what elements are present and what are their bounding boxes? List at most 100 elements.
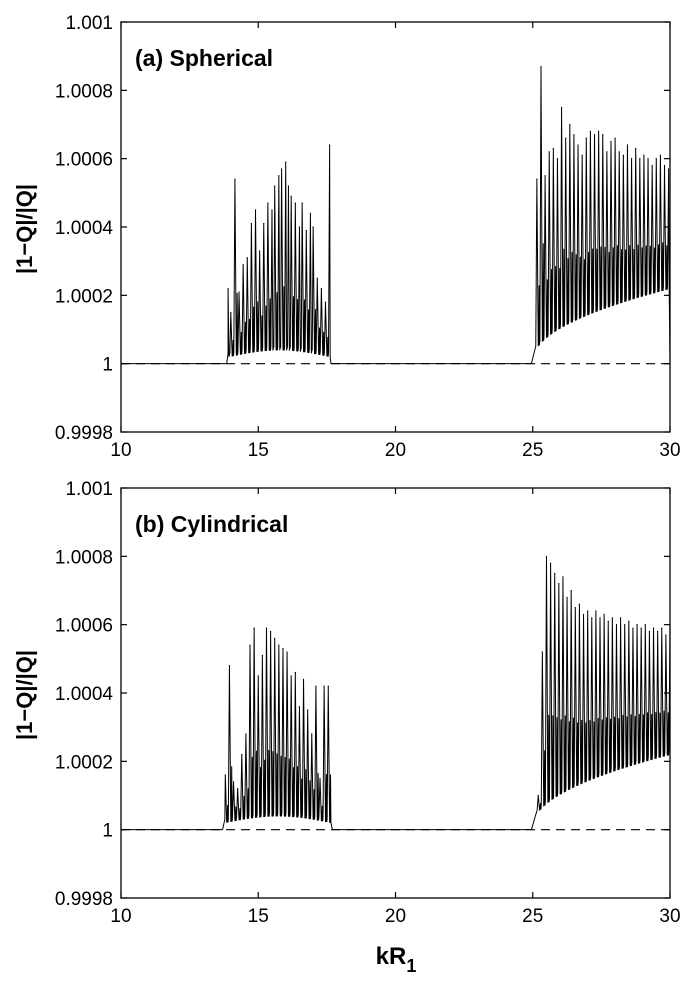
data-point bbox=[541, 651, 543, 653]
data-point bbox=[282, 647, 284, 650]
data-point bbox=[562, 576, 564, 578]
data-point bbox=[307, 709, 309, 711]
data-point bbox=[598, 130, 600, 132]
data-point bbox=[591, 617, 593, 619]
x-axis-label-main: kR bbox=[376, 943, 407, 970]
data-point bbox=[566, 596, 568, 598]
data-point bbox=[311, 733, 313, 735]
data-point bbox=[639, 158, 641, 160]
data-point bbox=[271, 209, 273, 211]
x-axis-label-subscript: 1 bbox=[406, 956, 416, 976]
data-point bbox=[298, 706, 301, 708]
data-point bbox=[585, 137, 587, 139]
data-point bbox=[606, 151, 608, 153]
data-point bbox=[312, 226, 314, 228]
data-point bbox=[589, 130, 591, 132]
data-point bbox=[245, 733, 247, 735]
data-point bbox=[278, 644, 280, 646]
y-tick-label: 1.001 bbox=[65, 13, 113, 34]
data-point bbox=[648, 630, 651, 633]
data-point bbox=[280, 168, 283, 170]
y-tick-label: 1.0006 bbox=[55, 150, 113, 171]
y-tick-label: 0.9998 bbox=[55, 889, 113, 910]
data-point bbox=[298, 226, 301, 228]
data-point bbox=[224, 774, 226, 776]
data-point bbox=[626, 144, 629, 146]
x-tick-label: 20 bbox=[385, 440, 406, 461]
data-point bbox=[234, 178, 236, 180]
y-tick-label: 1 bbox=[102, 821, 113, 842]
data-point bbox=[619, 617, 622, 619]
data-point bbox=[294, 202, 296, 204]
data-point bbox=[323, 685, 325, 687]
data-point bbox=[227, 287, 229, 290]
data-point bbox=[287, 185, 290, 187]
x-tick-label: 15 bbox=[248, 440, 269, 461]
y-tick-label: 1.0006 bbox=[55, 616, 113, 637]
y-tick-label: 1.0008 bbox=[55, 547, 113, 568]
data-point bbox=[320, 287, 322, 290]
data-point bbox=[635, 147, 637, 150]
data-point bbox=[316, 277, 318, 279]
data-point bbox=[602, 134, 604, 136]
panel-cylindrical: (b) Cylindrical |1−Q|/|Q| 10 15 20 25 30 0.99… bbox=[12, 479, 681, 927]
data-point bbox=[324, 301, 327, 303]
y-tick-label: 1.0004 bbox=[55, 218, 114, 239]
data-point bbox=[618, 151, 620, 153]
data-point bbox=[238, 291, 240, 293]
data-point bbox=[614, 137, 616, 139]
data-point bbox=[622, 154, 624, 156]
data-point bbox=[254, 209, 257, 211]
x-tick-label: 15 bbox=[248, 906, 269, 927]
data-series-line bbox=[121, 555, 671, 831]
data-point bbox=[319, 777, 321, 780]
panel-title-cylindrical: (b) Cylindrical bbox=[135, 511, 288, 537]
data-point bbox=[581, 154, 583, 156]
data-point bbox=[640, 627, 642, 629]
y-tick-label: 0.9998 bbox=[55, 423, 113, 444]
data-point bbox=[593, 134, 596, 136]
data-point bbox=[611, 617, 613, 619]
data-point bbox=[558, 583, 560, 585]
data-point bbox=[327, 685, 329, 687]
data-point bbox=[668, 168, 670, 170]
data-point bbox=[603, 613, 605, 616]
y-tick-label: 1.0008 bbox=[55, 81, 113, 102]
data-point bbox=[599, 617, 601, 619]
data-point bbox=[624, 624, 626, 626]
data-point bbox=[632, 627, 634, 629]
data-point bbox=[569, 123, 571, 126]
data-point bbox=[267, 202, 269, 204]
data-point bbox=[595, 610, 597, 612]
data-point bbox=[305, 229, 307, 232]
data-point bbox=[265, 627, 268, 629]
y-axis-label-spherical: |1−Q|/|Q| bbox=[12, 184, 37, 274]
data-point bbox=[659, 154, 661, 156]
data-point bbox=[232, 781, 235, 783]
data-point bbox=[309, 212, 312, 214]
x-tick-label: 30 bbox=[659, 906, 680, 927]
x-tick-label: 10 bbox=[110, 440, 131, 461]
x-tick-label: 25 bbox=[522, 440, 543, 461]
data-point bbox=[536, 178, 538, 180]
data-point bbox=[261, 654, 263, 657]
data-point bbox=[257, 675, 259, 677]
data-point bbox=[630, 158, 633, 160]
data-point bbox=[286, 651, 288, 653]
x-tick-label: 20 bbox=[385, 906, 406, 927]
data-point bbox=[263, 222, 265, 225]
panel-spherical: (a) Spherical |1−Q|/|Q| 10 15 20 25 30 0.9998… bbox=[12, 13, 681, 461]
data-point bbox=[663, 164, 666, 167]
data-point bbox=[651, 164, 653, 167]
data-point bbox=[250, 222, 252, 225]
plot-frame bbox=[120, 21, 671, 433]
data-point bbox=[259, 250, 261, 252]
plot-frame bbox=[120, 487, 671, 899]
data-point bbox=[615, 624, 618, 626]
data-point bbox=[230, 311, 232, 314]
data-point bbox=[570, 589, 572, 592]
data-point bbox=[657, 630, 659, 633]
data-point bbox=[241, 753, 243, 756]
data-point bbox=[574, 606, 576, 609]
panel-title-spherical: (a) Spherical bbox=[135, 45, 273, 71]
